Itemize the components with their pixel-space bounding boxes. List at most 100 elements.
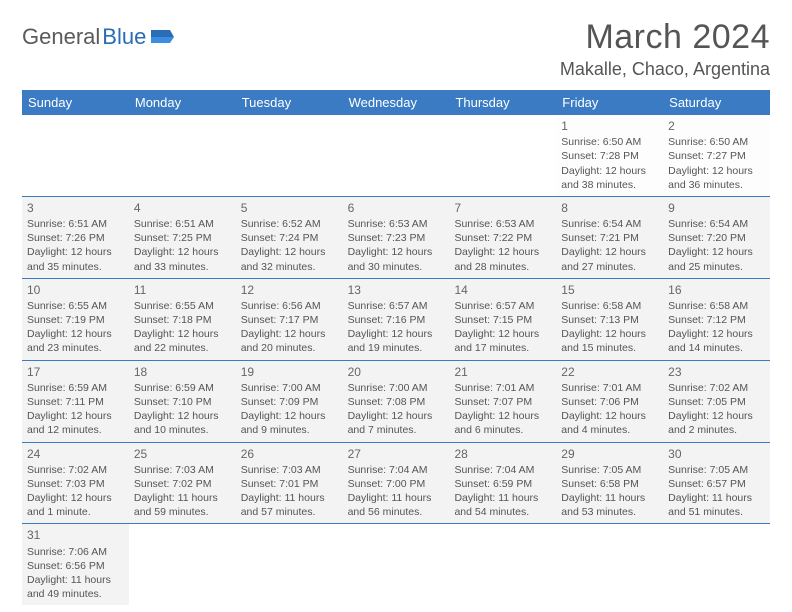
day-number: 21 bbox=[454, 364, 551, 380]
sunset-text: Sunset: 6:59 PM bbox=[454, 477, 551, 491]
calendar-cell-empty bbox=[343, 524, 450, 605]
day-number: 29 bbox=[561, 446, 658, 462]
calendar-cell: 4Sunrise: 6:51 AMSunset: 7:25 PMDaylight… bbox=[129, 197, 236, 278]
month-title: March 2024 bbox=[560, 18, 770, 57]
sunset-text: Sunset: 6:57 PM bbox=[668, 477, 765, 491]
calendar-grid: 1Sunrise: 6:50 AMSunset: 7:28 PMDaylight… bbox=[22, 115, 770, 605]
daylight-text: Daylight: 12 hours and 36 minutes. bbox=[668, 164, 765, 192]
day-number: 16 bbox=[668, 282, 765, 298]
day-number: 17 bbox=[27, 364, 124, 380]
calendar-week: 10Sunrise: 6:55 AMSunset: 7:19 PMDayligh… bbox=[22, 279, 770, 361]
calendar-cell-empty bbox=[343, 115, 450, 196]
sunrise-text: Sunrise: 7:03 AM bbox=[134, 463, 231, 477]
calendar-cell-empty bbox=[236, 524, 343, 605]
day-number: 4 bbox=[134, 200, 231, 216]
sunrise-text: Sunrise: 6:50 AM bbox=[561, 135, 658, 149]
calendar-cell-empty bbox=[449, 524, 556, 605]
day-header: Monday bbox=[129, 90, 236, 115]
daylight-text: Daylight: 11 hours and 49 minutes. bbox=[27, 573, 124, 601]
daylight-text: Daylight: 11 hours and 57 minutes. bbox=[241, 491, 338, 519]
day-header: Tuesday bbox=[236, 90, 343, 115]
sunset-text: Sunset: 7:16 PM bbox=[348, 313, 445, 327]
sunset-text: Sunset: 7:23 PM bbox=[348, 231, 445, 245]
calendar-cell: 20Sunrise: 7:00 AMSunset: 7:08 PMDayligh… bbox=[343, 361, 450, 442]
calendar: Sunday Monday Tuesday Wednesday Thursday… bbox=[22, 90, 770, 605]
day-header: Wednesday bbox=[343, 90, 450, 115]
sunrise-text: Sunrise: 7:01 AM bbox=[454, 381, 551, 395]
day-number: 10 bbox=[27, 282, 124, 298]
daylight-text: Daylight: 11 hours and 56 minutes. bbox=[348, 491, 445, 519]
day-number: 6 bbox=[348, 200, 445, 216]
sunrise-text: Sunrise: 6:50 AM bbox=[668, 135, 765, 149]
day-number: 25 bbox=[134, 446, 231, 462]
calendar-cell: 30Sunrise: 7:05 AMSunset: 6:57 PMDayligh… bbox=[663, 443, 770, 524]
sunset-text: Sunset: 7:25 PM bbox=[134, 231, 231, 245]
sunrise-text: Sunrise: 6:54 AM bbox=[668, 217, 765, 231]
sunrise-text: Sunrise: 6:57 AM bbox=[348, 299, 445, 313]
sunrise-text: Sunrise: 6:53 AM bbox=[454, 217, 551, 231]
daylight-text: Daylight: 12 hours and 38 minutes. bbox=[561, 164, 658, 192]
sunset-text: Sunset: 7:12 PM bbox=[668, 313, 765, 327]
sunset-text: Sunset: 7:28 PM bbox=[561, 149, 658, 163]
sunrise-text: Sunrise: 7:02 AM bbox=[668, 381, 765, 395]
daylight-text: Daylight: 12 hours and 4 minutes. bbox=[561, 409, 658, 437]
calendar-cell: 29Sunrise: 7:05 AMSunset: 6:58 PMDayligh… bbox=[556, 443, 663, 524]
calendar-cell: 19Sunrise: 7:00 AMSunset: 7:09 PMDayligh… bbox=[236, 361, 343, 442]
daylight-text: Daylight: 12 hours and 1 minute. bbox=[27, 491, 124, 519]
sunset-text: Sunset: 7:26 PM bbox=[27, 231, 124, 245]
sunrise-text: Sunrise: 6:58 AM bbox=[668, 299, 765, 313]
calendar-cell-empty bbox=[22, 115, 129, 196]
calendar-cell: 22Sunrise: 7:01 AMSunset: 7:06 PMDayligh… bbox=[556, 361, 663, 442]
calendar-cell: 16Sunrise: 6:58 AMSunset: 7:12 PMDayligh… bbox=[663, 279, 770, 360]
location: Makalle, Chaco, Argentina bbox=[560, 59, 770, 80]
calendar-cell: 13Sunrise: 6:57 AMSunset: 7:16 PMDayligh… bbox=[343, 279, 450, 360]
calendar-cell: 21Sunrise: 7:01 AMSunset: 7:07 PMDayligh… bbox=[449, 361, 556, 442]
sunset-text: Sunset: 7:13 PM bbox=[561, 313, 658, 327]
day-number: 1 bbox=[561, 118, 658, 134]
daylight-text: Daylight: 11 hours and 59 minutes. bbox=[134, 491, 231, 519]
calendar-cell: 8Sunrise: 6:54 AMSunset: 7:21 PMDaylight… bbox=[556, 197, 663, 278]
sunset-text: Sunset: 7:01 PM bbox=[241, 477, 338, 491]
calendar-cell: 27Sunrise: 7:04 AMSunset: 7:00 PMDayligh… bbox=[343, 443, 450, 524]
daylight-text: Daylight: 12 hours and 6 minutes. bbox=[454, 409, 551, 437]
day-number: 15 bbox=[561, 282, 658, 298]
day-number: 8 bbox=[561, 200, 658, 216]
sunrise-text: Sunrise: 6:59 AM bbox=[134, 381, 231, 395]
day-number: 23 bbox=[668, 364, 765, 380]
daylight-text: Daylight: 12 hours and 25 minutes. bbox=[668, 245, 765, 273]
calendar-cell: 11Sunrise: 6:55 AMSunset: 7:18 PMDayligh… bbox=[129, 279, 236, 360]
calendar-cell: 26Sunrise: 7:03 AMSunset: 7:01 PMDayligh… bbox=[236, 443, 343, 524]
calendar-cell: 17Sunrise: 6:59 AMSunset: 7:11 PMDayligh… bbox=[22, 361, 129, 442]
sunset-text: Sunset: 7:09 PM bbox=[241, 395, 338, 409]
sunrise-text: Sunrise: 7:02 AM bbox=[27, 463, 124, 477]
day-number: 13 bbox=[348, 282, 445, 298]
sunrise-text: Sunrise: 6:54 AM bbox=[561, 217, 658, 231]
calendar-cell: 5Sunrise: 6:52 AMSunset: 7:24 PMDaylight… bbox=[236, 197, 343, 278]
sunrise-text: Sunrise: 7:06 AM bbox=[27, 545, 124, 559]
daylight-text: Daylight: 12 hours and 7 minutes. bbox=[348, 409, 445, 437]
day-header: Thursday bbox=[449, 90, 556, 115]
day-number: 18 bbox=[134, 364, 231, 380]
daylight-text: Daylight: 12 hours and 19 minutes. bbox=[348, 327, 445, 355]
calendar-week: 24Sunrise: 7:02 AMSunset: 7:03 PMDayligh… bbox=[22, 443, 770, 525]
sunset-text: Sunset: 7:22 PM bbox=[454, 231, 551, 245]
calendar-cell: 15Sunrise: 6:58 AMSunset: 7:13 PMDayligh… bbox=[556, 279, 663, 360]
sunrise-text: Sunrise: 7:05 AM bbox=[668, 463, 765, 477]
sunset-text: Sunset: 7:06 PM bbox=[561, 395, 658, 409]
calendar-week: 17Sunrise: 6:59 AMSunset: 7:11 PMDayligh… bbox=[22, 361, 770, 443]
daylight-text: Daylight: 12 hours and 12 minutes. bbox=[27, 409, 124, 437]
daylight-text: Daylight: 12 hours and 14 minutes. bbox=[668, 327, 765, 355]
sunrise-text: Sunrise: 6:51 AM bbox=[134, 217, 231, 231]
logo-text-b: Blue bbox=[102, 24, 146, 50]
sunset-text: Sunset: 7:03 PM bbox=[27, 477, 124, 491]
daylight-text: Daylight: 12 hours and 20 minutes. bbox=[241, 327, 338, 355]
sunset-text: Sunset: 6:58 PM bbox=[561, 477, 658, 491]
sunset-text: Sunset: 7:24 PM bbox=[241, 231, 338, 245]
logo-flag-icon bbox=[150, 28, 176, 46]
daylight-text: Daylight: 12 hours and 17 minutes. bbox=[454, 327, 551, 355]
calendar-cell: 2Sunrise: 6:50 AMSunset: 7:27 PMDaylight… bbox=[663, 115, 770, 196]
day-headers: Sunday Monday Tuesday Wednesday Thursday… bbox=[22, 90, 770, 115]
sunrise-text: Sunrise: 6:55 AM bbox=[27, 299, 124, 313]
sunrise-text: Sunrise: 7:05 AM bbox=[561, 463, 658, 477]
calendar-cell: 6Sunrise: 6:53 AMSunset: 7:23 PMDaylight… bbox=[343, 197, 450, 278]
